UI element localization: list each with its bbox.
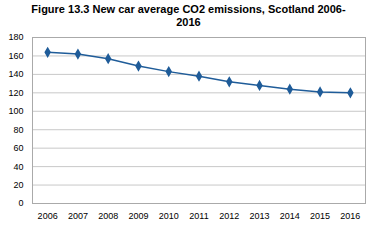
svg-text:2015: 2015: [310, 211, 330, 221]
svg-text:2010: 2010: [159, 211, 179, 221]
svg-text:80: 80: [13, 125, 23, 135]
svg-text:2009: 2009: [128, 211, 148, 221]
svg-text:2011: 2011: [189, 211, 208, 221]
svg-text:2007: 2007: [68, 211, 88, 221]
svg-text:2013: 2013: [250, 211, 270, 221]
svg-text:2014: 2014: [280, 211, 300, 221]
svg-text:40: 40: [13, 161, 23, 171]
svg-text:60: 60: [13, 143, 23, 153]
svg-text:2006: 2006: [38, 211, 58, 221]
svg-text:2012: 2012: [219, 211, 239, 221]
svg-text:180: 180: [8, 32, 23, 42]
svg-text:0: 0: [18, 198, 23, 208]
svg-text:2016: 2016: [340, 211, 360, 221]
svg-text:160: 160: [8, 51, 23, 61]
svg-text:120: 120: [8, 88, 23, 98]
html-text:Figure 13.3 New car average CO: Figure 13.3 New car average CO2 emission…: [31, 3, 346, 28]
svg-text:20: 20: [13, 180, 23, 190]
svg-text:2008: 2008: [98, 211, 118, 221]
svg-text:140: 140: [8, 69, 23, 79]
svg-text:100: 100: [8, 106, 23, 116]
